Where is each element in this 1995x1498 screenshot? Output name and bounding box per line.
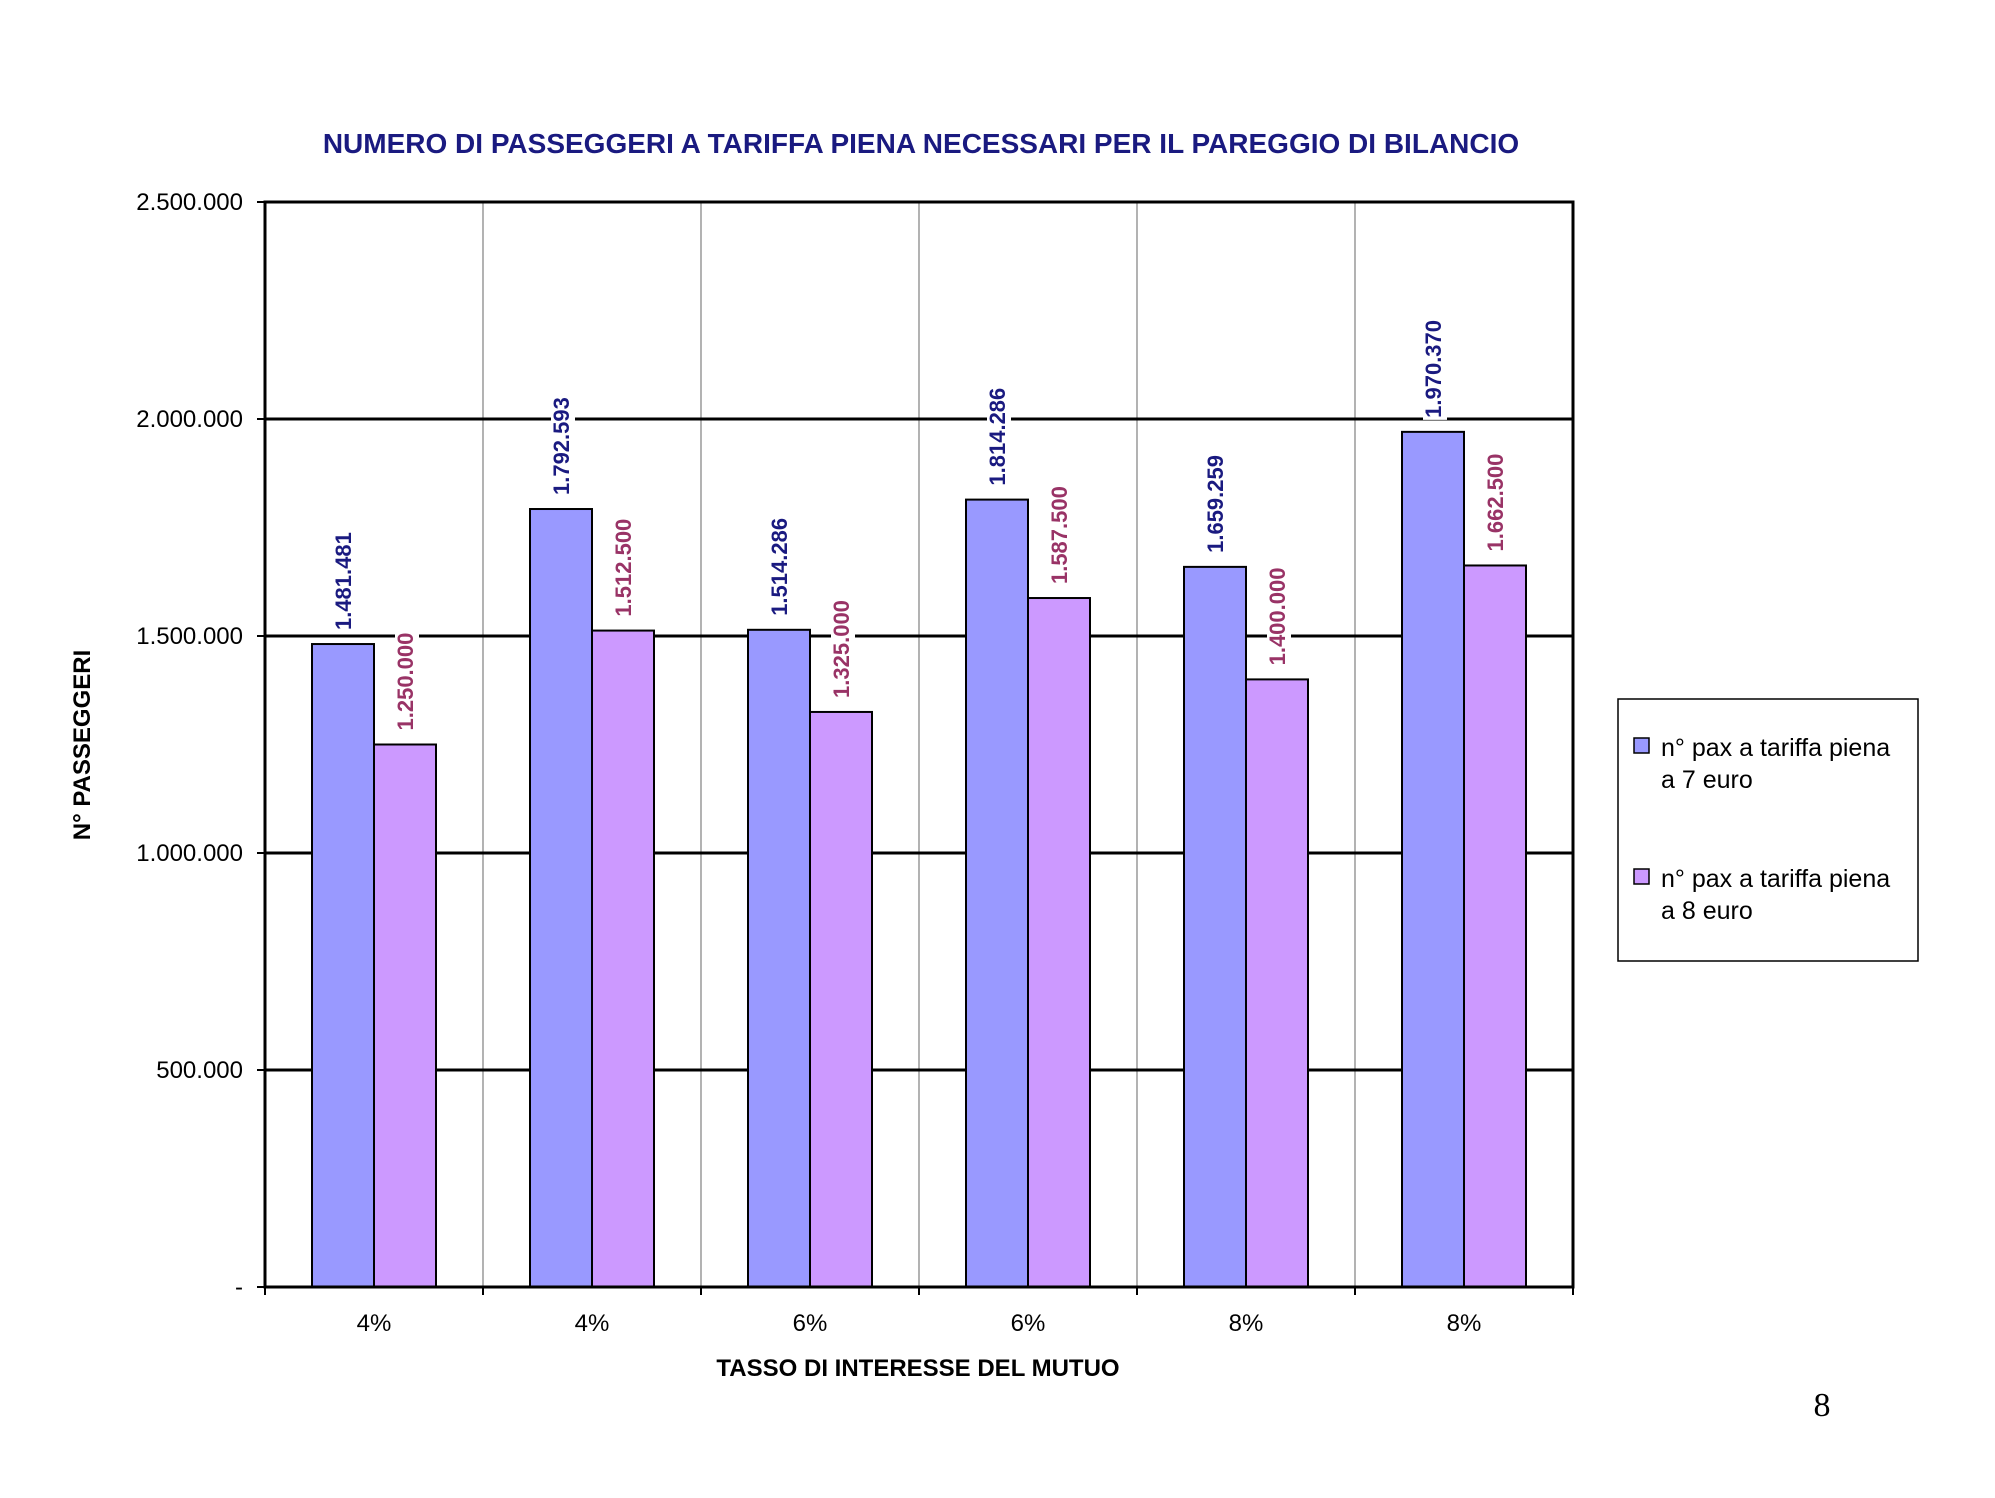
data-label-background [551, 385, 575, 498]
bar [1401, 430, 1465, 1288]
data-label-background [613, 506, 637, 619]
data-label-background [333, 520, 357, 633]
y-tick-label: 1.000.000 [136, 840, 243, 867]
data-label-background [987, 375, 1011, 488]
bars [311, 430, 1527, 1289]
page-number: 8 [1814, 1387, 1831, 1424]
data-label: 1.814.286 [985, 388, 1010, 486]
legend-label-8-euro-line2: a 8 euro [1661, 897, 1753, 925]
legend-label-8-euro-line1: n° pax a tariffa piena [1661, 865, 1890, 893]
y-tick-label: 2.000.000 [136, 406, 243, 433]
legend-swatch-7-euro [1633, 737, 1650, 754]
data-label-background [831, 587, 855, 700]
data-label: 1.481.481 [331, 532, 356, 630]
bar [809, 710, 873, 1288]
y-axis-title: N° PASSEGGERI [69, 650, 96, 841]
data-label-background [1049, 474, 1073, 587]
bar [747, 628, 811, 1288]
bar [373, 743, 437, 1288]
data-label: 1.659.259 [1203, 455, 1228, 553]
y-tick-label: 2.500.000 [136, 189, 243, 216]
data-label-background [1485, 441, 1509, 554]
x-axis-title: TASSO DI INTERESSE DEL MUTUO [716, 1355, 1119, 1382]
data-labels: 1.481.481 1.792.593 1.514.286 1.814.286 1.65… [331, 307, 1509, 733]
y-tick-label: - [235, 1274, 243, 1301]
legend: n° pax a tariffa piena a 7 euro n° pax a… [1617, 698, 1919, 962]
bar [311, 643, 375, 1288]
x-tick-label: 8% [1229, 1310, 1264, 1337]
x-tick-label: 8% [1447, 1310, 1482, 1337]
gridlines [265, 202, 1573, 1287]
y-tick-label: 1.500.000 [136, 623, 243, 650]
bar [591, 629, 655, 1288]
plot-area-frame [263, 200, 1575, 1289]
x-tick-label: 6% [793, 1310, 828, 1337]
data-label: 1.250.000 [393, 633, 418, 731]
data-label: 1.587.500 [1047, 486, 1072, 584]
data-label: 1.662.500 [1483, 454, 1508, 552]
data-label-background [395, 620, 419, 733]
chart-title: NUMERO DI PASSEGGERI A TARIFFA PIENA NEC… [323, 128, 1519, 159]
legend-label-7-euro-line1: n° pax a tariffa piena [1661, 734, 1890, 762]
x-tick-label: 6% [1011, 1310, 1046, 1337]
data-label: 1.970.370 [1421, 320, 1446, 418]
data-label-background [1267, 555, 1291, 668]
data-label: 1.400.000 [1265, 568, 1290, 666]
axes: - 500.000 1.000.000 1.500.000 2.000.000 2.500… [136, 189, 1574, 1337]
bar [529, 508, 593, 1288]
x-tick-label: 4% [357, 1310, 392, 1337]
y-tick-label: 500.000 [156, 1057, 243, 1084]
bar [1245, 678, 1309, 1288]
legend-box [1617, 698, 1919, 962]
bar [1183, 565, 1247, 1288]
legend-label-7-euro-line2: a 7 euro [1661, 766, 1753, 794]
data-label-background [1423, 307, 1447, 420]
x-tick-label: 4% [575, 1310, 610, 1337]
bar [1463, 564, 1527, 1288]
bar [1027, 597, 1091, 1288]
data-label-background [1205, 442, 1229, 555]
legend-swatch-8-euro [1633, 868, 1650, 885]
data-label-background [769, 505, 793, 618]
data-label: 1.792.593 [549, 397, 574, 495]
data-label: 1.514.286 [767, 518, 792, 616]
data-label: 1.512.500 [611, 519, 636, 617]
bar [965, 498, 1029, 1289]
data-label: 1.325.000 [829, 600, 854, 698]
